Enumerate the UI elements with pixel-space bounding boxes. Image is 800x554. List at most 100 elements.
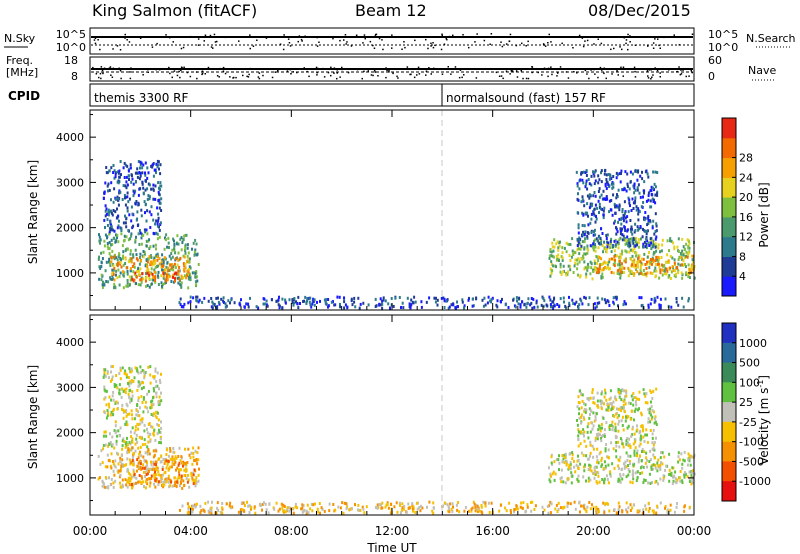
power-echo-cell (295, 300, 297, 304)
velocity-echo-cell (553, 478, 556, 482)
freq-speck (189, 75, 192, 78)
velocity-echo-cell (359, 508, 362, 512)
velocity-echo-cell (464, 506, 467, 509)
noise-speck (691, 33, 694, 35)
velocity-echo-cell (107, 485, 110, 489)
power-echo-cell (162, 264, 164, 268)
power-echo-cell (104, 269, 107, 273)
power-echo-cell (652, 258, 655, 262)
power-echo-cell (257, 306, 260, 310)
velocity-echo-cell (673, 510, 676, 514)
velocity-echo-cell (651, 509, 654, 513)
velocity-echo-cell (130, 397, 133, 401)
freq-speck (235, 76, 237, 79)
power-echo-cell (628, 198, 631, 202)
velocity-echo-cell (157, 470, 160, 474)
velocity-echo-cell (641, 424, 644, 428)
velocity-echo-cell (121, 403, 124, 407)
power-echo-cell (125, 235, 128, 239)
power-echo-cell (632, 207, 635, 210)
power-echo-cell (519, 305, 522, 309)
power-echo-cell (357, 296, 360, 300)
power-echo-cell (592, 172, 595, 176)
power-echo-cell (598, 235, 601, 239)
power-echo-cell (195, 298, 198, 302)
power-echo-cell (135, 218, 138, 222)
power-echo-cell (602, 209, 605, 213)
power-echo-cell (587, 231, 590, 235)
power-echo-cell (297, 306, 300, 310)
velocity-echo-cell (123, 371, 126, 375)
velocity-echo-cell (670, 473, 673, 477)
noise-speck (112, 48, 114, 50)
velocity-echo-cell (595, 465, 598, 469)
power-echo-cell (647, 214, 650, 218)
velocity-echo-cell (155, 395, 158, 399)
power-echo-cell (156, 237, 159, 241)
power-echo-cell (129, 166, 132, 170)
power-echo-cell (112, 164, 115, 167)
freq-speck (502, 77, 504, 80)
power-echo-cell (99, 241, 101, 245)
power-echo-cell (587, 262, 589, 266)
power-echo-cell (568, 304, 571, 308)
freq-speck (521, 68, 524, 70)
velocity-echo-cell (103, 430, 106, 434)
velocity-echo-cell (442, 504, 444, 508)
velocity-echo-cell (611, 428, 614, 432)
freq-speck (531, 66, 534, 68)
power-echo-cell (549, 298, 552, 302)
power-echo-cell (299, 302, 301, 305)
noise-speck (350, 45, 353, 47)
velocity-echo-cell (191, 476, 194, 480)
velocity-echo-cell (197, 479, 200, 483)
power-colorbar-cell (722, 197, 736, 218)
power-echo-cell (420, 300, 423, 304)
velocity-echo-cell (142, 455, 145, 459)
velocity-echo-cell (617, 407, 620, 411)
power-echo-cell (175, 242, 178, 246)
velocity-echo-cell (614, 429, 617, 433)
power-echo-cell (148, 195, 151, 199)
velocity-echo-cell (124, 478, 127, 482)
power-echo-cell (626, 182, 629, 186)
power-echo-cell (603, 172, 606, 176)
power-echo-cell (550, 269, 553, 273)
velocity-echo-cell (649, 420, 651, 424)
power-echo-cell (682, 263, 685, 267)
velocity-echo-cell (126, 451, 129, 455)
power-echo-cell (641, 170, 643, 174)
noise-speck (508, 40, 511, 43)
power-echo-cell (167, 236, 170, 240)
power-echo-cell (561, 259, 564, 262)
power-echo-cell (172, 275, 174, 279)
velocity-echo-cell (286, 506, 289, 510)
power-echo-cell (325, 298, 328, 302)
velocity-echo-cell (624, 395, 627, 399)
power-echo-cell (630, 209, 633, 212)
power-echo-cell (618, 238, 621, 242)
power-echo-cell (687, 253, 689, 257)
power-echo-cell (526, 302, 529, 306)
power-echo-cell (685, 242, 688, 246)
velocity-echo-cell (239, 508, 242, 512)
power-echo-cell (633, 272, 636, 276)
velocity-echo-cell (288, 509, 291, 513)
power-echo-cell (165, 265, 168, 269)
power-echo-cell (577, 226, 580, 230)
velocity-echo-cell (121, 407, 124, 411)
power-echo-cell (659, 297, 662, 301)
velocity-echo-cell (114, 465, 117, 469)
velocity-echo-cell (147, 477, 150, 480)
velocity-echo-cell (140, 481, 143, 485)
velocity-echo-cell (651, 447, 654, 451)
power-echo-cell (127, 229, 130, 232)
power-echo-cell (156, 206, 159, 210)
power-echo-cell (686, 238, 689, 242)
velocity-echo-cell (138, 435, 141, 439)
power-echo-cell (193, 250, 196, 254)
velocity-echo-cell (215, 511, 218, 515)
freq-speck (336, 69, 338, 71)
velocity-echo-cell (639, 466, 642, 470)
power-echo-cell (182, 276, 184, 280)
